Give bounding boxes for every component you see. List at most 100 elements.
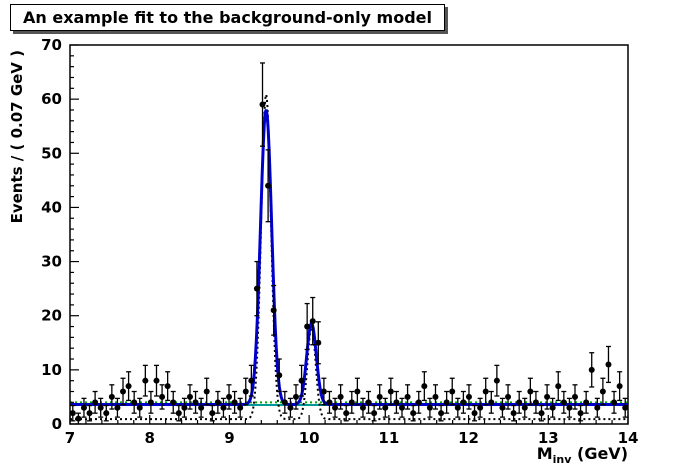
data-point	[315, 339, 322, 346]
data-point	[611, 399, 618, 406]
axis-tick-labels: 7 8 9 10 11 12 13 14 0 10 20 30 40 50 60 70	[41, 36, 638, 447]
data-point	[359, 404, 366, 411]
x-tick-label: 11	[378, 429, 399, 447]
y-tick-label: 70	[41, 36, 62, 54]
data-point	[153, 377, 160, 384]
data-point	[410, 410, 417, 417]
data-point	[343, 410, 350, 417]
y-axis-label: Events / ( 0.07 GeV )	[8, 50, 26, 223]
y-tick-label: 0	[52, 415, 62, 433]
data-point	[371, 410, 378, 417]
data-point	[354, 388, 361, 395]
data-point	[516, 399, 523, 406]
data-point	[555, 383, 562, 390]
data-point	[253, 285, 260, 292]
data-point	[460, 399, 467, 406]
data-point	[248, 377, 255, 384]
data-point	[270, 307, 277, 314]
y-tick-label: 40	[41, 198, 62, 216]
data-point	[488, 399, 495, 406]
x-tick-label: 9	[224, 429, 234, 447]
x-tick-label: 13	[538, 429, 559, 447]
data-point	[588, 366, 595, 373]
data-point	[622, 404, 628, 411]
x-tick-label: 10	[299, 429, 320, 447]
data-point	[432, 393, 439, 400]
data-point	[80, 404, 87, 411]
data-point	[544, 393, 551, 400]
data-point	[147, 399, 154, 406]
data-point	[521, 404, 528, 411]
data-point	[320, 388, 327, 395]
data-point	[237, 404, 244, 411]
data-point	[482, 388, 489, 395]
data-point	[404, 393, 411, 400]
data-point	[499, 404, 506, 411]
data-point	[226, 393, 233, 400]
data-point	[309, 318, 316, 325]
x-axis-label-unit: (GeV)	[571, 444, 628, 463]
data-point	[142, 377, 149, 384]
data-point	[566, 404, 573, 411]
data-point	[426, 404, 433, 411]
data-point	[399, 404, 406, 411]
data-point	[131, 399, 138, 406]
x-tick-label: 7	[65, 429, 75, 447]
data-point	[393, 399, 400, 406]
data-point	[560, 399, 567, 406]
data-point	[454, 404, 461, 411]
plot-frame	[69, 44, 629, 425]
data-point	[292, 393, 299, 400]
x-axis-label-sub: inv	[553, 453, 573, 466]
data-point	[583, 399, 590, 406]
data-point	[164, 383, 171, 390]
data-points	[70, 62, 628, 424]
data-point	[276, 372, 283, 379]
data-point	[186, 393, 193, 400]
data-point	[287, 404, 294, 411]
y-tick-label: 30	[41, 253, 62, 271]
data-point	[538, 410, 545, 417]
data-point	[438, 410, 445, 417]
data-point	[136, 404, 143, 411]
data-point	[298, 377, 305, 384]
axis-ticks	[69, 44, 629, 425]
data-point	[175, 410, 182, 417]
y-tick-label: 50	[41, 144, 62, 162]
data-point	[97, 404, 104, 411]
data-point	[304, 323, 311, 330]
data-point	[108, 393, 115, 400]
data-point	[125, 383, 132, 390]
data-point	[594, 404, 601, 411]
data-point	[326, 399, 333, 406]
data-point	[103, 410, 110, 417]
data-point	[449, 388, 456, 395]
data-point	[471, 410, 478, 417]
data-point	[198, 404, 205, 411]
data-point	[382, 404, 389, 411]
data-point	[159, 393, 166, 400]
chart-content	[70, 62, 628, 424]
data-point	[605, 361, 612, 368]
data-point	[192, 399, 199, 406]
data-point	[376, 393, 383, 400]
data-point	[348, 399, 355, 406]
data-point	[549, 404, 556, 411]
data-point	[214, 399, 221, 406]
x-tick-label: 12	[458, 429, 479, 447]
data-point	[332, 404, 339, 411]
data-point	[75, 415, 82, 422]
data-point	[242, 388, 249, 395]
data-point	[465, 393, 472, 400]
y-tick-label: 20	[41, 307, 62, 325]
data-point	[203, 388, 210, 395]
x-axis-label-main: M	[537, 444, 553, 463]
data-point	[114, 404, 121, 411]
data-point	[443, 399, 450, 406]
data-point	[170, 399, 177, 406]
data-point	[532, 399, 539, 406]
chart-title: An example fit to the background-only mo…	[10, 4, 445, 31]
data-point	[86, 410, 93, 417]
y-tick-label: 60	[41, 90, 62, 108]
